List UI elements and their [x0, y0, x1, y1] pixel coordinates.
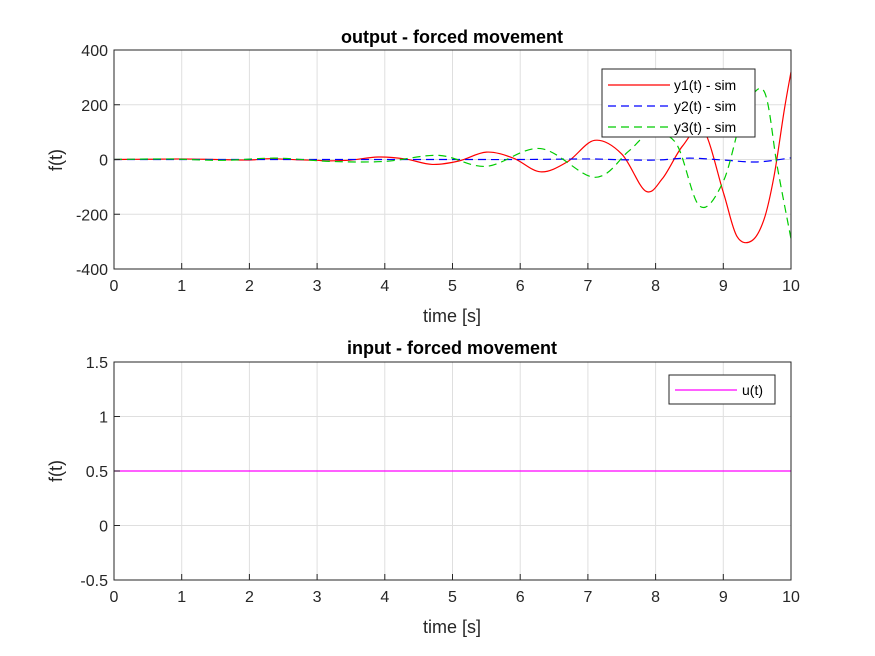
output-legend[interactable]: y1(t) - sim y2(t) - sim y3(t) - sim [601, 68, 756, 138]
input-axes: 0 1 2 3 4 5 6 7 8 9 10 1.510.50-0.5 input - forced… [46, 338, 800, 637]
output-ylabel: f(t) [46, 149, 66, 171]
output-legend-box [601, 68, 756, 138]
legend-label-u: u(t) [742, 382, 763, 398]
input-xtick-label: 9 [719, 589, 728, 606]
output-xticks: 0 1 2 3 4 5 6 7 8 9 10 [110, 263, 800, 295]
output-ytick-label: 0 [99, 153, 108, 170]
output-ytick-label: 400 [81, 43, 108, 60]
input-ytick-label: 1 [99, 410, 108, 427]
input-xtick-label: 7 [583, 589, 592, 606]
output-xtick-label: 10 [782, 278, 800, 295]
input-xticks: 0 1 2 3 4 5 6 7 8 9 10 [110, 574, 800, 606]
output-axes: 0 1 2 3 4 5 6 7 8 9 10 400 200 0 -200 -400 output - fo… [46, 27, 800, 326]
output-xtick-label: 4 [380, 278, 389, 295]
output-xtick-label: 1 [177, 278, 186, 295]
input-xtick-label: 1 [177, 589, 186, 606]
input-title: input - forced movement [347, 338, 557, 358]
output-ytick-label: -200 [76, 207, 108, 224]
input-xtick-label: 6 [516, 589, 525, 606]
input-xlabel: time [s] [423, 617, 481, 637]
output-xtick-label: 5 [448, 278, 457, 295]
input-ytick-label: -0.5 [80, 573, 108, 590]
input-xtick-label: 4 [380, 589, 389, 606]
output-ytick-label: 200 [81, 98, 108, 115]
input-xtick-label: 3 [313, 589, 322, 606]
legend-label-y3: y3(t) - sim [674, 119, 736, 135]
input-ylabel: f(t) [46, 460, 66, 482]
input-xtick-label: 0 [110, 589, 119, 606]
output-xtick-label: 2 [245, 278, 254, 295]
output-xtick-label: 6 [516, 278, 525, 295]
input-ytick-label: 1.5 [86, 355, 108, 372]
input-yticks: 1.5 1 0.5 0 -0.5 [80, 355, 120, 590]
output-ytick-label: -400 [76, 262, 108, 279]
output-yticks: 400 200 0 -200 -400 [76, 43, 120, 279]
input-xtick-label: 8 [651, 589, 660, 606]
output-xtick-label: 7 [583, 278, 592, 295]
input-ytick-label: 0 [99, 519, 108, 536]
input-xtick-label: 2 [245, 589, 254, 606]
legend-label-y2: y2(t) - sim [674, 98, 736, 114]
series-line-y1-t-sim [113, 71, 792, 244]
input-xtick-label: 5 [448, 589, 457, 606]
input-legend[interactable]: u(t) [668, 374, 776, 405]
output-xtick-label: 0 [110, 278, 119, 295]
output-xlabel: time [s] [423, 306, 481, 326]
output-title: output - forced movement [341, 27, 563, 47]
output-xtick-label: 9 [719, 278, 728, 295]
output-xtick-label: 3 [313, 278, 322, 295]
input-xtick-label: 10 [782, 589, 800, 606]
output-xtick-label: 8 [651, 278, 660, 295]
input-ytick-label: 0.5 [86, 464, 108, 481]
legend-label-y1: y1(t) - sim [674, 77, 736, 93]
